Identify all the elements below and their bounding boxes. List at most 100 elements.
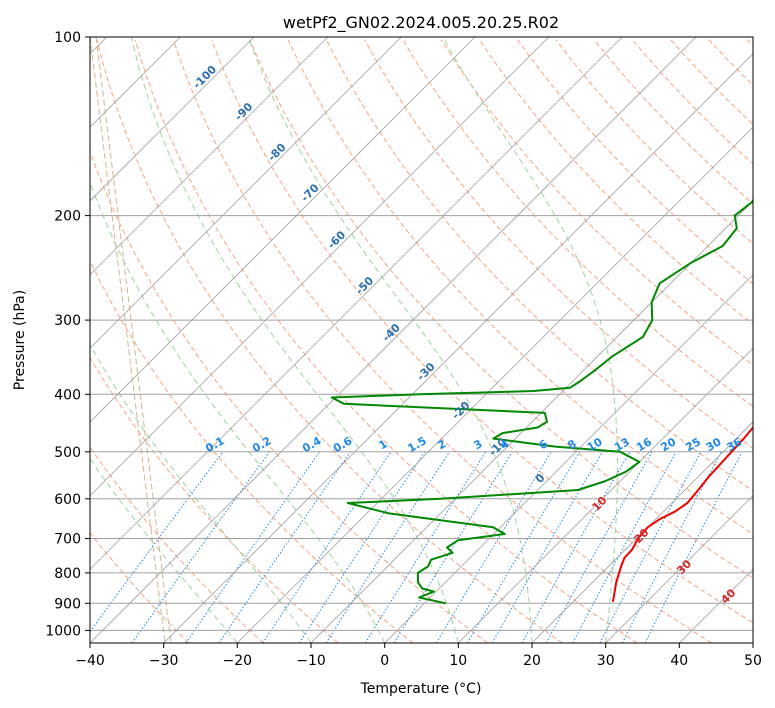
moist-adiabat-line [130, 37, 459, 643]
isotherm-line [237, 126, 753, 643]
y-tick-label: 1000 [45, 623, 81, 639]
y-tick-label: 800 [54, 566, 81, 582]
dry-adiabat-line [402, 39, 753, 408]
dry-adiabat-line [90, 150, 488, 643]
dry-adiabat-line [440, 39, 753, 366]
isotherm-label: -30 [414, 360, 437, 383]
isotherm-label: -100 [190, 63, 219, 92]
isotherm-line [605, 495, 753, 643]
background-curve [90, 37, 166, 643]
dry-adiabat-line [90, 260, 414, 643]
background-curve [95, 37, 172, 643]
mixing-ratio-line [298, 451, 426, 643]
mixing-ratio-line [218, 451, 351, 643]
moist-adiabat-line [90, 181, 386, 643]
x-tick-label: 30 [597, 653, 615, 669]
x-tick-label: −20 [223, 653, 253, 669]
dry-adiabat-line [632, 39, 753, 165]
mixing-ratio-line [644, 451, 743, 643]
mixing-ratio-line [131, 451, 271, 643]
sounding-series [330, 198, 753, 605]
dry-adiabat-line [90, 356, 339, 643]
mixing-ratio-line [364, 451, 487, 643]
dry-adiabat-line [364, 39, 753, 449]
dry-adiabat-line [593, 39, 753, 205]
y-tick-label: 900 [54, 596, 81, 612]
isotherm-label: -90 [232, 100, 255, 123]
mixing-ratio-line [572, 451, 677, 643]
dewpoint-profile [330, 198, 753, 605]
isotherm-line [90, 37, 402, 349]
isotherm-label: -40 [380, 321, 403, 344]
mixing-ratio-label: 2 [435, 437, 448, 452]
isotherm-line [90, 37, 549, 497]
axis-ticks: −40 −30 −20 −10 0 10 20 30 40 50 100 200 300 400 500 60… [45, 30, 762, 669]
isotherm-label: -20 [449, 399, 472, 422]
x-tick-label: 10 [449, 653, 467, 669]
isotherm-line [90, 37, 328, 276]
isotherm-line [90, 37, 476, 423]
mixing-ratio-line [467, 451, 581, 643]
x-tick-label: −40 [75, 653, 105, 669]
x-tick-label: −10 [296, 653, 326, 669]
y-tick-label: 300 [54, 313, 81, 329]
mixing-ratio-label: 1 [377, 437, 390, 452]
x-tick-label: −30 [149, 653, 179, 669]
isotherm-line [90, 37, 697, 643]
dry-adiabat-line [479, 39, 753, 325]
y-tick-label: 500 [54, 445, 81, 461]
isotherm-label: -60 [325, 228, 348, 251]
mixing-ratio-line [325, 451, 451, 643]
dry-adiabat-line [517, 39, 753, 285]
y-tick-label: 400 [54, 387, 81, 403]
isotherm-line [310, 200, 753, 643]
isotherm-line [752, 642, 753, 643]
mixing-ratio-line [90, 451, 224, 633]
dry-adiabat-line [555, 39, 753, 245]
isotherm-line [384, 274, 753, 643]
dry-adiabat-line [134, 39, 638, 643]
dry-adiabat-line [211, 39, 753, 624]
x-tick-label: 40 [670, 653, 688, 669]
dry-adiabat-line [287, 39, 753, 535]
mixing-ratio-line [262, 451, 392, 643]
y-tick-label: 100 [54, 30, 81, 46]
dry-adiabat-line [708, 39, 753, 86]
isotherm-line [458, 347, 753, 643]
dry-adiabat-line [90, 446, 264, 643]
isotherm-label: -70 [298, 181, 321, 204]
isotherm-line [679, 568, 753, 643]
mixing-ratio-label: 6 [537, 437, 550, 452]
x-axis-label: Temperature (°C) [360, 681, 482, 697]
x-tick-label: 20 [523, 653, 541, 669]
mixing-ratio-line [599, 451, 702, 643]
y-tick-label: 600 [54, 492, 81, 508]
plot-frame [89, 36, 754, 644]
isotherm-label: -80 [265, 141, 288, 164]
x-tick-label: 50 [744, 653, 762, 669]
chart-title: wetPf2_GN02.2024.005.20.25.R02 [283, 13, 559, 33]
isotherm-line [163, 53, 753, 643]
moist-adiabat-line [247, 37, 533, 643]
mixing-ratio-label: 8 [565, 437, 578, 452]
mixing-ratio-line [545, 451, 653, 643]
theta-label: 10 [590, 494, 610, 514]
mixing-ratio-line [435, 451, 552, 643]
moist-adiabat-line [90, 458, 238, 643]
isotherm-line [90, 37, 623, 570]
isotherm-label: -50 [353, 274, 376, 297]
isotherm-line [531, 421, 753, 643]
temperature-profile [611, 425, 753, 602]
y-tick-label: 700 [54, 532, 81, 548]
mixing-ratio-line [185, 451, 321, 643]
mixing-ratio-label: 3 [471, 437, 484, 452]
moist-adiabat-line [442, 37, 618, 643]
y-tick-label: 200 [54, 209, 81, 225]
isotherm-line [90, 37, 255, 202]
isotherm-label: 0 [533, 471, 548, 486]
mixing-ratio-line [621, 451, 722, 643]
dry-adiabat-line [326, 39, 753, 492]
dry-adiabat-line [173, 39, 712, 643]
dry-adiabat-line [249, 39, 753, 579]
